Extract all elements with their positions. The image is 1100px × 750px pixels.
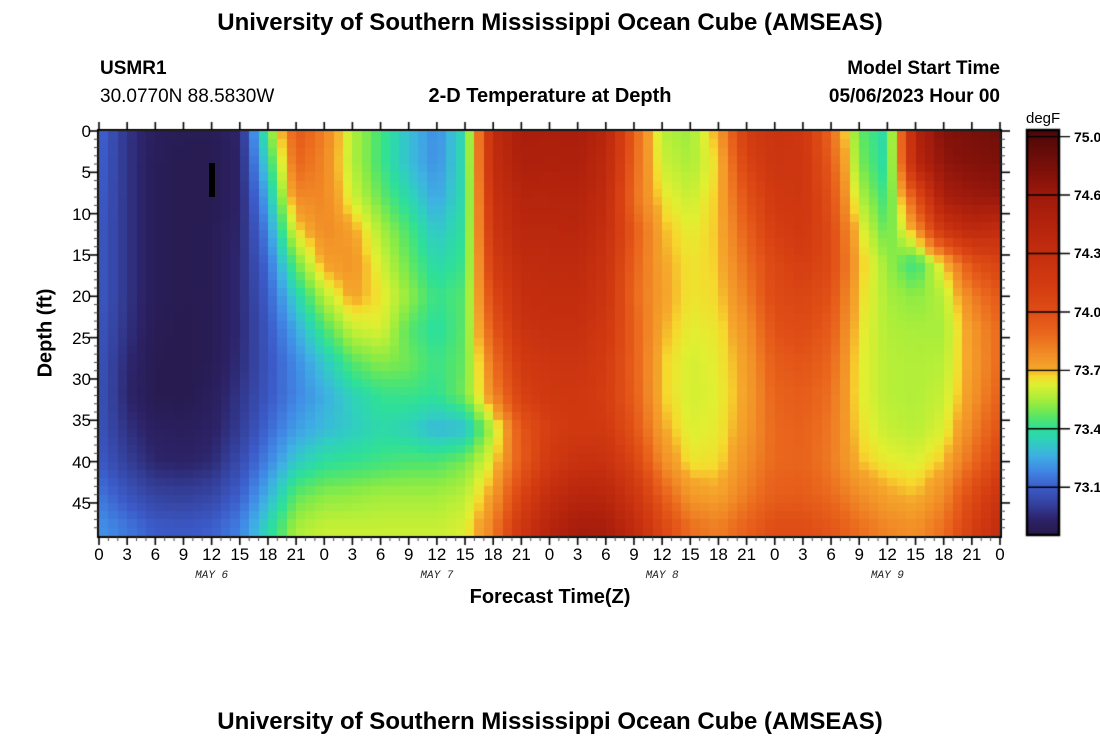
y-tick-label: 10 bbox=[72, 204, 91, 224]
x-tick-label: 18 bbox=[934, 545, 954, 564]
y-tick-label: 45 bbox=[72, 493, 91, 513]
x-tick-label: 3 bbox=[347, 545, 358, 564]
colorbar-tick-label: 74.062 bbox=[1074, 304, 1100, 321]
x-tick-label: 6 bbox=[150, 545, 161, 564]
colorbar-tick-label: 73.125 bbox=[1074, 479, 1100, 496]
y-tick-label: 30 bbox=[72, 369, 91, 389]
y-tick-label: 35 bbox=[72, 411, 91, 431]
y-tick-label: 0 bbox=[81, 122, 91, 141]
x-tick-label: 21 bbox=[286, 545, 306, 564]
x-tick-label: 12 bbox=[427, 545, 447, 564]
day-label: MAY 7 bbox=[420, 570, 454, 582]
x-tick-label: 12 bbox=[877, 545, 897, 564]
x-tick-label: 0 bbox=[319, 545, 329, 564]
x-tick-label: 18 bbox=[483, 545, 503, 564]
x-tick-label: 0 bbox=[94, 545, 104, 564]
x-tick-label: 3 bbox=[798, 545, 808, 564]
figure-title: University of Southern Mississippi Ocean… bbox=[217, 9, 883, 36]
x-tick-label: 6 bbox=[601, 545, 611, 564]
x-tick-label: 18 bbox=[258, 545, 278, 564]
x-tick-label: 15 bbox=[230, 545, 250, 564]
x-tick-label: 15 bbox=[906, 545, 925, 564]
x-axis-title: Forecast Time(Z) bbox=[469, 586, 631, 608]
x-tick-label: 3 bbox=[572, 545, 583, 564]
colorbar-units-label: degF bbox=[1026, 110, 1061, 127]
day-label: MAY 6 bbox=[195, 570, 229, 582]
observation-marker bbox=[209, 163, 215, 197]
x-tick-label: 9 bbox=[403, 545, 414, 564]
colorbar-tick-label: 73.750 bbox=[1074, 362, 1100, 379]
x-tick-label: 15 bbox=[455, 545, 475, 564]
footer-title: University of Southern Mississippi Ocean… bbox=[217, 708, 883, 735]
y-tick-label: 40 bbox=[72, 452, 91, 472]
x-tick-label: 21 bbox=[511, 545, 531, 564]
x-tick-label: 21 bbox=[737, 545, 757, 564]
x-tick-label: 0 bbox=[544, 545, 555, 564]
y-tick-label: 25 bbox=[72, 328, 91, 348]
x-tick-label: 6 bbox=[826, 545, 836, 564]
x-tick-label: 0 bbox=[770, 545, 780, 564]
station-id: USMR1 bbox=[100, 58, 167, 79]
x-tick-label: 0 bbox=[995, 545, 1005, 564]
x-tick-label: 12 bbox=[652, 545, 672, 564]
x-tick-label: 9 bbox=[629, 545, 639, 564]
x-tick-label: 6 bbox=[375, 545, 386, 564]
colorbar-tick-label: 75.000 bbox=[1074, 128, 1100, 145]
colorbar-tick-label: 74.688 bbox=[1074, 186, 1100, 203]
day-label: MAY 8 bbox=[645, 570, 679, 582]
x-tick-label: 15 bbox=[680, 545, 700, 564]
heatmap-canvas bbox=[99, 131, 1000, 536]
day-label: MAY 9 bbox=[870, 570, 904, 582]
y-tick-label: 15 bbox=[72, 245, 91, 265]
model-start-time-value: 05/06/2023 Hour 00 bbox=[828, 86, 1000, 107]
y-tick-label: 20 bbox=[72, 287, 91, 307]
model-start-time-label: Model Start Time bbox=[847, 58, 1000, 79]
colorbar-tick-label: 73.438 bbox=[1074, 420, 1100, 437]
x-tick-label: 18 bbox=[708, 545, 728, 564]
x-tick-label: 3 bbox=[122, 545, 132, 564]
x-tick-label: 9 bbox=[854, 545, 864, 564]
x-tick-label: 12 bbox=[202, 545, 222, 564]
colorbar-tick-label: 74.375 bbox=[1074, 245, 1100, 262]
y-tick-label: 5 bbox=[81, 163, 91, 183]
x-tick-label: 21 bbox=[962, 545, 982, 564]
x-tick-label: 9 bbox=[178, 545, 189, 564]
y-axis-title: Depth (ft) bbox=[34, 288, 57, 378]
